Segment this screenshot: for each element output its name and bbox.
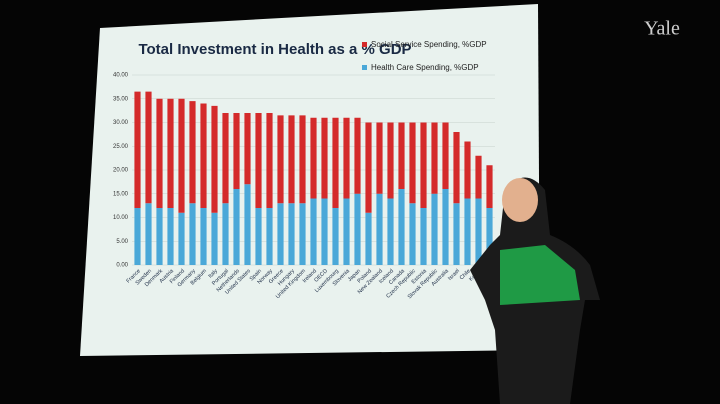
bar-segment bbox=[398, 122, 405, 189]
y-tick-label: 5.00 bbox=[116, 239, 128, 245]
slide bbox=[80, 4, 540, 356]
x-tick-label: Italy bbox=[208, 268, 220, 280]
y-tick-label: 0.00 bbox=[116, 263, 128, 269]
bar-segment bbox=[134, 91, 141, 208]
bar-segment bbox=[189, 101, 196, 204]
bar-segment bbox=[310, 198, 317, 265]
bar-segment bbox=[244, 113, 251, 185]
bar-segment bbox=[134, 208, 141, 265]
bar-segment bbox=[420, 122, 427, 208]
bar-segment bbox=[299, 203, 306, 265]
bar-segment bbox=[310, 117, 317, 199]
bar-segment bbox=[354, 193, 361, 265]
bar-segment bbox=[288, 203, 295, 265]
bar-segment bbox=[255, 208, 262, 265]
y-tick-label: 15.00 bbox=[113, 191, 129, 197]
bar-segment bbox=[464, 141, 471, 199]
bar-segment bbox=[222, 113, 229, 204]
y-tick-label: 25.00 bbox=[113, 144, 129, 150]
bar-segment bbox=[332, 208, 339, 265]
y-tick-label: 10.00 bbox=[113, 215, 129, 221]
bar-segment bbox=[420, 208, 427, 265]
bar-segment bbox=[156, 98, 163, 208]
bar-segment bbox=[145, 91, 152, 204]
bar-segment bbox=[222, 203, 229, 265]
bar-segment bbox=[200, 208, 207, 265]
bar-segment bbox=[387, 198, 394, 265]
bar-segment bbox=[486, 208, 493, 265]
y-tick-label: 30.00 bbox=[113, 120, 129, 126]
bar-segment bbox=[475, 198, 482, 265]
bar-segment bbox=[321, 117, 328, 199]
bar-segment bbox=[266, 113, 273, 208]
y-tick-label: 40.00 bbox=[113, 73, 129, 79]
bar-segment bbox=[200, 103, 207, 208]
bar-segment bbox=[277, 115, 284, 204]
bar-segment bbox=[464, 198, 471, 265]
legend-swatch bbox=[362, 42, 367, 47]
bar-segment bbox=[431, 122, 438, 194]
speaker bbox=[470, 177, 600, 404]
bar-segment bbox=[354, 117, 361, 194]
bar-segment bbox=[288, 115, 295, 204]
bar-segment bbox=[409, 203, 416, 265]
bar-segment bbox=[409, 122, 416, 204]
bar-segment bbox=[376, 193, 383, 265]
legend-swatch bbox=[362, 65, 367, 70]
bar-segment bbox=[343, 198, 350, 265]
legend-label: Social Service Spending, %GDP bbox=[371, 40, 487, 49]
bar-segment bbox=[343, 117, 350, 199]
chart-title: Total Investment in Health as a % GDP bbox=[138, 41, 411, 58]
bar-segment bbox=[332, 117, 339, 208]
bar-segment bbox=[299, 115, 306, 204]
bar-segment bbox=[244, 184, 251, 265]
watermark: Yale bbox=[644, 18, 680, 40]
bar-segment bbox=[277, 203, 284, 265]
bar-segment bbox=[486, 165, 493, 208]
bar-segment bbox=[255, 113, 262, 208]
bar-segment bbox=[365, 122, 372, 213]
speaker-top bbox=[500, 245, 580, 305]
bar-segment bbox=[387, 122, 394, 199]
legend-label: Health Care Spending, %GDP bbox=[371, 63, 479, 72]
bar-segment bbox=[178, 98, 185, 213]
plot: 0.00 5.00 10.00 15.00 20.00 25.00 30.00 35.00 40… bbox=[113, 40, 495, 300]
bar-segment bbox=[211, 105, 218, 213]
bar-segment bbox=[321, 198, 328, 265]
y-tick-label: 20.00 bbox=[113, 168, 129, 174]
y-tick-label: 35.00 bbox=[113, 96, 129, 102]
bar-segment bbox=[167, 98, 174, 208]
bar-segment bbox=[442, 122, 449, 189]
bar-segment bbox=[442, 189, 449, 265]
bar-segment bbox=[211, 212, 218, 265]
bar-segment bbox=[145, 203, 152, 265]
bar-segment bbox=[453, 132, 460, 204]
bar-segment bbox=[178, 212, 185, 265]
bar-segment bbox=[376, 122, 383, 194]
bar-segment bbox=[398, 189, 405, 265]
bar-segment bbox=[233, 189, 240, 265]
bar-segment bbox=[431, 193, 438, 265]
bar-segment bbox=[365, 212, 372, 265]
bar-segment bbox=[189, 203, 196, 265]
bar-segment bbox=[453, 203, 460, 265]
bar-segment bbox=[233, 113, 240, 189]
bar-segment bbox=[167, 208, 174, 265]
bar-segment bbox=[156, 208, 163, 265]
bar-segment bbox=[475, 155, 482, 199]
speaker-face bbox=[502, 178, 538, 222]
bar-segment bbox=[266, 208, 273, 265]
